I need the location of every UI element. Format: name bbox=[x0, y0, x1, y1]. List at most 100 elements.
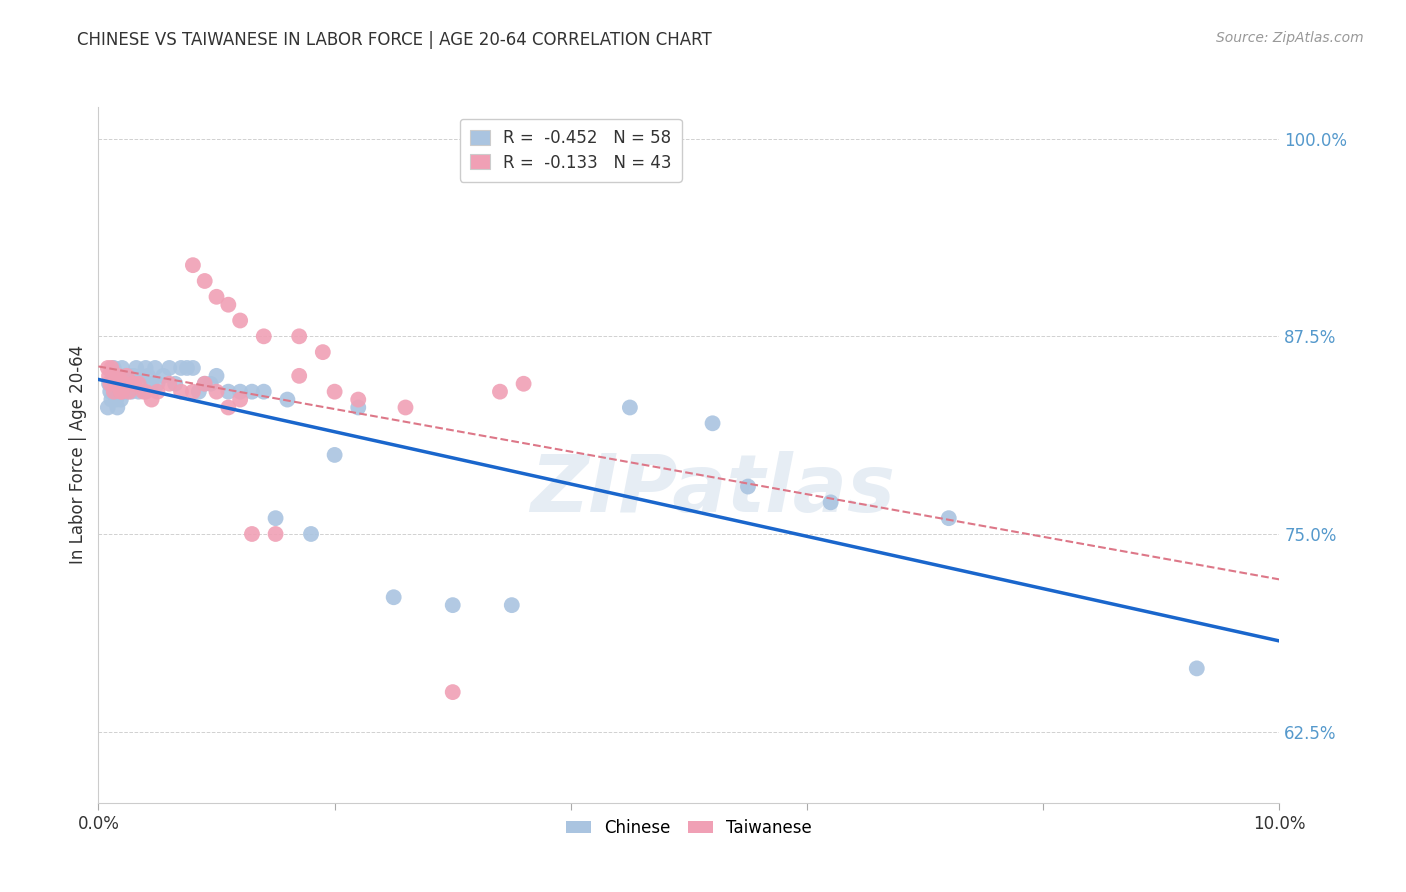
Point bbox=[112, 376, 135, 391]
Text: ZIPatlas: ZIPatlas bbox=[530, 450, 896, 529]
Point bbox=[276, 392, 298, 407]
Point bbox=[229, 313, 252, 327]
Point bbox=[115, 368, 138, 383]
Text: CHINESE VS TAIWANESE IN LABOR FORCE | AGE 20-64 CORRELATION CHART: CHINESE VS TAIWANESE IN LABOR FORCE | AG… bbox=[77, 31, 711, 49]
Point bbox=[441, 598, 464, 612]
Point bbox=[98, 368, 121, 383]
Point bbox=[938, 511, 960, 525]
Point bbox=[512, 376, 534, 391]
Point bbox=[110, 392, 132, 407]
Point bbox=[120, 368, 142, 383]
Point bbox=[264, 527, 287, 541]
Point bbox=[217, 298, 239, 312]
Point bbox=[143, 361, 166, 376]
Point bbox=[347, 392, 370, 407]
Legend: Chinese, Taiwanese: Chinese, Taiwanese bbox=[560, 812, 818, 843]
Point bbox=[501, 598, 523, 612]
Point bbox=[141, 392, 163, 407]
Point bbox=[820, 495, 842, 509]
Point bbox=[98, 376, 121, 391]
Point bbox=[114, 368, 136, 383]
Point bbox=[1185, 661, 1208, 675]
Point bbox=[264, 511, 287, 525]
Point bbox=[253, 384, 276, 399]
Point bbox=[323, 448, 346, 462]
Point bbox=[128, 384, 150, 399]
Point bbox=[181, 361, 204, 376]
Point bbox=[105, 392, 128, 407]
Point bbox=[170, 361, 193, 376]
Point bbox=[170, 384, 193, 399]
Point bbox=[146, 376, 169, 391]
Point bbox=[112, 376, 135, 391]
Point bbox=[619, 401, 641, 415]
Point bbox=[323, 384, 346, 399]
Point bbox=[205, 290, 228, 304]
Point bbox=[135, 361, 157, 376]
Point bbox=[105, 376, 128, 391]
Point bbox=[441, 685, 464, 699]
Point bbox=[200, 376, 222, 391]
Point bbox=[229, 384, 252, 399]
Point bbox=[312, 345, 335, 359]
Point bbox=[157, 361, 180, 376]
Point bbox=[217, 401, 239, 415]
Point bbox=[101, 368, 124, 383]
Point bbox=[205, 368, 228, 383]
Point bbox=[129, 368, 152, 383]
Point bbox=[382, 591, 405, 605]
Point bbox=[118, 376, 141, 391]
Point bbox=[299, 527, 322, 541]
Point bbox=[165, 376, 187, 391]
Point bbox=[702, 417, 724, 431]
Point bbox=[122, 368, 145, 383]
Point bbox=[146, 384, 169, 399]
Point bbox=[176, 361, 198, 376]
Point bbox=[194, 376, 217, 391]
Point bbox=[117, 376, 139, 391]
Point bbox=[107, 368, 129, 383]
Point bbox=[288, 368, 311, 383]
Point bbox=[253, 329, 276, 343]
Point bbox=[194, 376, 217, 391]
Point bbox=[288, 329, 311, 343]
Point bbox=[121, 384, 143, 399]
Point bbox=[122, 376, 145, 391]
Point bbox=[118, 384, 141, 399]
Point bbox=[115, 384, 138, 399]
Point bbox=[108, 376, 131, 391]
Point bbox=[111, 361, 134, 376]
Point bbox=[240, 384, 263, 399]
Point bbox=[136, 368, 159, 383]
Point bbox=[132, 384, 155, 399]
Point bbox=[97, 361, 120, 376]
Point bbox=[135, 384, 157, 399]
Y-axis label: In Labor Force | Age 20-64: In Labor Force | Age 20-64 bbox=[69, 345, 87, 565]
Point bbox=[187, 384, 209, 399]
Point bbox=[100, 392, 122, 407]
Point bbox=[152, 368, 174, 383]
Point bbox=[128, 376, 150, 391]
Point bbox=[104, 384, 127, 399]
Point bbox=[98, 376, 121, 391]
Point bbox=[489, 384, 512, 399]
Point bbox=[100, 361, 122, 376]
Point bbox=[217, 384, 239, 399]
Point bbox=[125, 361, 148, 376]
Point bbox=[97, 401, 120, 415]
Point bbox=[103, 361, 125, 376]
Point bbox=[194, 274, 217, 288]
Point bbox=[112, 384, 135, 399]
Point bbox=[737, 479, 759, 493]
Point bbox=[141, 376, 163, 391]
Point bbox=[394, 401, 416, 415]
Point bbox=[240, 527, 263, 541]
Point bbox=[111, 384, 134, 399]
Point bbox=[205, 384, 228, 399]
Text: Source: ZipAtlas.com: Source: ZipAtlas.com bbox=[1216, 31, 1364, 45]
Point bbox=[107, 384, 129, 399]
Point bbox=[98, 384, 121, 399]
Point bbox=[101, 368, 124, 383]
Point bbox=[181, 384, 204, 399]
Point bbox=[157, 376, 180, 391]
